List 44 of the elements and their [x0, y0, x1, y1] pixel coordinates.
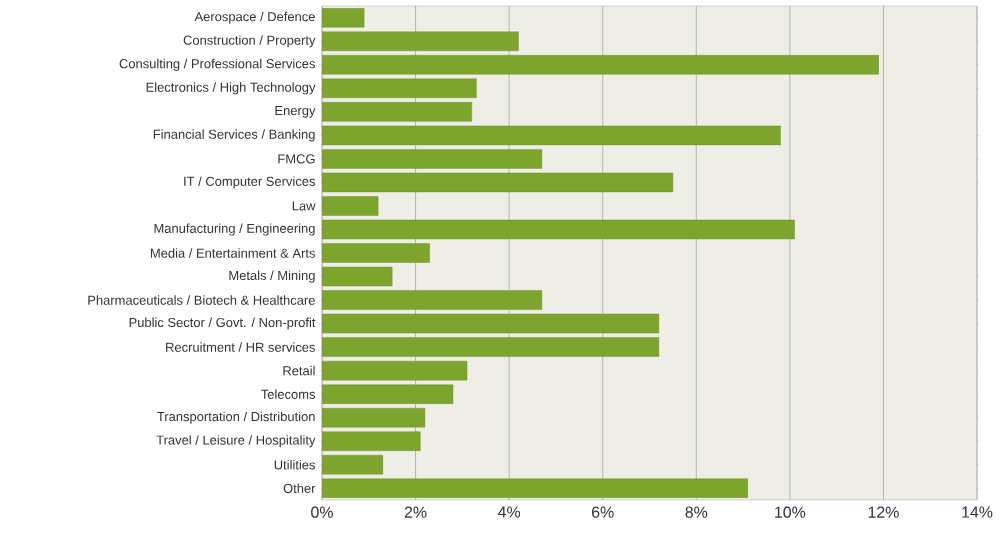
y-tick-label: Consulting / Professional Services: [119, 58, 315, 71]
y-tick-label: Retail: [283, 365, 315, 376]
bar: [322, 149, 543, 169]
bar: [322, 407, 426, 428]
bar: [322, 102, 472, 122]
y-tick-label: Public Sector / Govt. / Non-profit: [129, 317, 316, 330]
y-tick-label: Travel / Leisure / Hospitality: [156, 435, 316, 448]
x-tick-label: 6%: [592, 506, 614, 518]
bar: [322, 196, 379, 216]
y-tick-label: Transportation / Distribution: [157, 411, 315, 424]
y-tick-label: Pharmaceuticals / Biotech & Healthcare: [88, 295, 315, 305]
x-tick-label: 10%: [775, 506, 806, 518]
y-tick-label: Media / Entertainment & Arts: [150, 248, 315, 258]
bar: [322, 55, 879, 75]
x-tick-label: 8%: [685, 506, 708, 518]
y-tick-label: Other: [283, 483, 316, 493]
y-tick-label: Construction / Property: [183, 35, 316, 48]
y-tick-label: Electronics / High Technology: [146, 82, 316, 95]
bar: [322, 337, 660, 357]
y-tick-label: IT / Computer Services: [184, 176, 316, 189]
bar: [322, 431, 421, 451]
y-tick-label: Telecoms: [261, 389, 316, 399]
y-tick-label: Law: [292, 201, 316, 211]
bar: [322, 8, 365, 28]
bar: [322, 384, 454, 404]
bar: [322, 78, 477, 99]
bar: [322, 290, 543, 310]
y-tick-label: Recruitment / HR services: [166, 342, 315, 352]
x-tick-label: 12%: [868, 506, 899, 518]
x-tick-label: 2%: [404, 506, 427, 518]
x-tick-label: 0%: [311, 506, 333, 518]
y-tick-label: Energy: [275, 106, 316, 118]
bar: [322, 31, 519, 51]
x-tick-label: 4%: [497, 506, 521, 518]
bar: [322, 243, 430, 263]
bar: [322, 478, 748, 498]
y-tick-label: FMCG: [278, 154, 315, 164]
bar: [322, 455, 384, 475]
y-tick-label: Aerospace / Defence: [194, 11, 315, 24]
y-tick-label: Financial Services / Banking: [153, 129, 315, 142]
y-tick-label: Metals / Mining: [229, 270, 315, 283]
x-tick-label: 14%: [962, 506, 993, 518]
y-tick-label: Utilities: [274, 459, 316, 470]
y-tick-label: Manufacturing / Engineering: [154, 223, 315, 236]
